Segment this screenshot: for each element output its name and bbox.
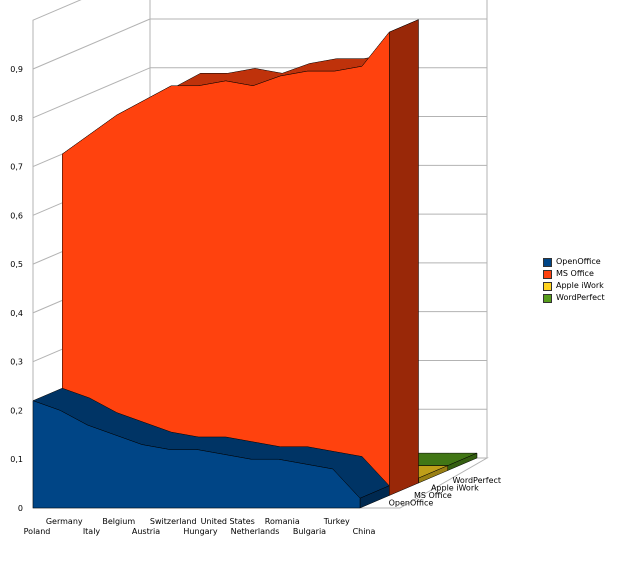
legend-swatch xyxy=(543,258,552,267)
legend-swatch xyxy=(543,294,552,303)
legend-label: WordPerfect xyxy=(556,292,605,304)
x-tick-label: China xyxy=(353,527,376,536)
y-tick-label: 0,4 xyxy=(10,309,23,318)
x-tick-label: Italy xyxy=(83,527,101,536)
legend-label: Apple iWork xyxy=(556,280,604,292)
series-side xyxy=(389,20,418,496)
legend-item: Apple iWork xyxy=(543,280,605,292)
y-tick-label: 0,6 xyxy=(10,211,23,220)
y-tick-label: 0 xyxy=(18,504,23,513)
y-tick-label: 0,7 xyxy=(10,163,23,172)
legend-swatch xyxy=(543,270,552,279)
x-tick-label: Switzerland xyxy=(150,517,197,526)
x-tick-label: Netherlands xyxy=(231,527,280,536)
x-tick-label: Romania xyxy=(265,517,300,526)
y-tick-label: 0,5 xyxy=(10,260,23,269)
x-tick-label: Turkey xyxy=(323,517,350,526)
x-tick-label: Belgium xyxy=(102,517,135,526)
legend-label: MS Office xyxy=(556,268,594,280)
x-tick-label: United States xyxy=(201,517,255,526)
x-tick-label: Germany xyxy=(46,517,83,526)
x-tick-label: Austria xyxy=(132,527,160,536)
legend-swatch xyxy=(543,282,552,291)
legend-item: WordPerfect xyxy=(543,292,605,304)
y-tick-label: 0,8 xyxy=(10,114,23,123)
y-tick-label: 0,2 xyxy=(10,406,23,415)
x-tick-label: Bulgaria xyxy=(293,527,326,536)
x-tick-label: Hungary xyxy=(183,527,217,536)
y-tick-label: 0,9 xyxy=(10,65,23,74)
x-tick-label: Poland xyxy=(24,527,51,536)
y-tick-label: 0,1 xyxy=(10,455,23,464)
legend-item: OpenOffice xyxy=(543,256,605,268)
legend-label: OpenOffice xyxy=(556,256,601,268)
y-tick-label: 0,3 xyxy=(10,358,23,367)
legend-item: MS Office xyxy=(543,268,605,280)
depth-axis-label: WordPerfect xyxy=(452,476,501,485)
